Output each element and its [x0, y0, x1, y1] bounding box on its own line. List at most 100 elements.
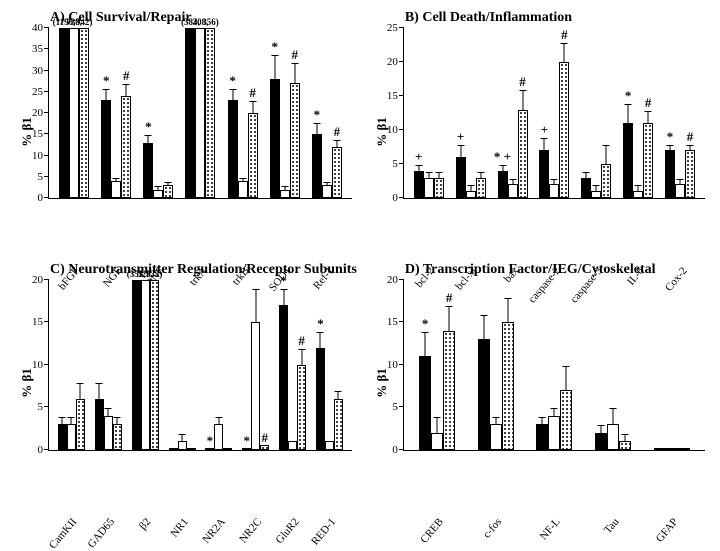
- bar-group: (353,320,333): [127, 280, 164, 450]
- significance-marker: *: [280, 274, 287, 287]
- significance-marker: *: [667, 130, 674, 143]
- bar-group: *: [137, 143, 179, 198]
- bar: #: [685, 150, 695, 198]
- bar: [238, 181, 248, 198]
- bar-group: [525, 390, 584, 450]
- y-tick-label: 0: [21, 444, 43, 456]
- bar: *: [205, 448, 214, 450]
- x-tick-label: GAD65: [85, 516, 117, 550]
- bar: +: [456, 157, 466, 198]
- bar: #: [290, 83, 300, 198]
- x-tick-label: NR2A: [200, 516, 228, 546]
- bar-group: * + #: [492, 110, 534, 198]
- significance-marker: +: [541, 123, 548, 136]
- bar: #: [643, 123, 653, 198]
- bar: (353,: [132, 280, 141, 450]
- bar: [169, 448, 178, 450]
- bar: [153, 190, 163, 199]
- chart-grid: A) Cell Survival/Repair% β10510152025303…: [10, 10, 710, 505]
- overflow-value: 356): [202, 17, 219, 27]
- significance-marker: #: [291, 48, 298, 61]
- y-tick-label: 10: [21, 150, 43, 162]
- bar-group: [575, 164, 617, 198]
- bar: [424, 178, 434, 198]
- y-tick-label: 20: [376, 56, 398, 68]
- bar-group: *: [200, 424, 237, 450]
- bar: (384,: [185, 28, 195, 198]
- significance-marker: *: [422, 317, 429, 330]
- bar: [187, 448, 196, 450]
- bar: [666, 448, 678, 450]
- significance-marker: *: [207, 434, 214, 447]
- bar: [223, 448, 232, 450]
- bar: [325, 441, 334, 450]
- bar-group: [53, 399, 90, 450]
- bar: #: [297, 365, 306, 450]
- panel-title: D) Transcription Factor/IEG/Cytoskeletal: [405, 262, 710, 278]
- bar-group: +: [450, 157, 492, 198]
- bar: [178, 441, 187, 450]
- bar: *: [665, 150, 675, 198]
- y-tick-label: 5: [376, 158, 398, 170]
- bar: [581, 178, 591, 198]
- bar: [67, 424, 76, 450]
- y-tick-label: 20: [21, 107, 43, 119]
- bar: [280, 190, 290, 199]
- bar: [431, 433, 443, 450]
- bar: *: [623, 123, 633, 198]
- significance-marker: +: [415, 150, 422, 163]
- bar: [548, 416, 560, 450]
- significance-marker: +: [457, 130, 464, 143]
- significance-marker: *: [103, 74, 110, 87]
- bar: 356): [205, 28, 215, 198]
- y-tick-label: 20: [21, 274, 43, 286]
- bar: *: [279, 305, 288, 450]
- bar-group: (1196,738,942): [53, 28, 95, 198]
- bar: [214, 424, 223, 450]
- bar: [595, 433, 607, 450]
- panel-d: D) Transcription Factor/IEG/Cytoskeletal…: [365, 262, 710, 506]
- bar-group: [584, 424, 643, 450]
- x-tick-label: β2: [137, 516, 153, 532]
- y-tick-label: 10: [21, 359, 43, 371]
- bar: [607, 424, 619, 450]
- bar-group: *#: [306, 134, 348, 198]
- panel-title: C) Neurotransmitter Regulation/Receptor …: [50, 262, 357, 278]
- bar: #: [248, 113, 258, 198]
- bar: [654, 448, 666, 450]
- significance-marker: #: [123, 69, 130, 82]
- y-tick-label: 20: [376, 274, 398, 286]
- y-tick-label: 40: [21, 22, 43, 34]
- x-tick-label: CamKII: [47, 516, 79, 551]
- y-axis-label: % β1: [374, 368, 390, 398]
- bar: [675, 184, 685, 198]
- bar: *: [228, 100, 238, 198]
- bar-group: *: [311, 348, 348, 450]
- chart-area: 05101520*#: [403, 280, 705, 451]
- bar: [490, 424, 502, 450]
- bar: * +: [498, 171, 508, 198]
- y-tick-label: 25: [376, 22, 398, 34]
- bar: #: [443, 331, 455, 450]
- x-tick-label: GluR2: [274, 516, 302, 546]
- significance-marker: #: [298, 334, 305, 347]
- y-axis-label: % β1: [19, 368, 35, 398]
- bar: [76, 399, 85, 450]
- bar: [251, 322, 260, 450]
- significance-marker: * +: [494, 150, 511, 163]
- bar: #: [518, 110, 528, 198]
- significance-marker: #: [261, 431, 268, 444]
- bar: [536, 424, 548, 450]
- significance-marker: *: [317, 317, 324, 330]
- x-tick-label: c-fos: [481, 516, 504, 541]
- bar: [633, 191, 643, 198]
- bar: 942): [79, 28, 89, 198]
- bar: 320,: [141, 280, 150, 450]
- bar: (1196,: [59, 28, 69, 198]
- bar: [476, 178, 486, 198]
- bar: [549, 184, 559, 198]
- bar: [113, 424, 122, 450]
- bar: *: [101, 100, 111, 198]
- overflow-value: 333): [146, 269, 163, 279]
- significance-marker: *: [271, 40, 278, 53]
